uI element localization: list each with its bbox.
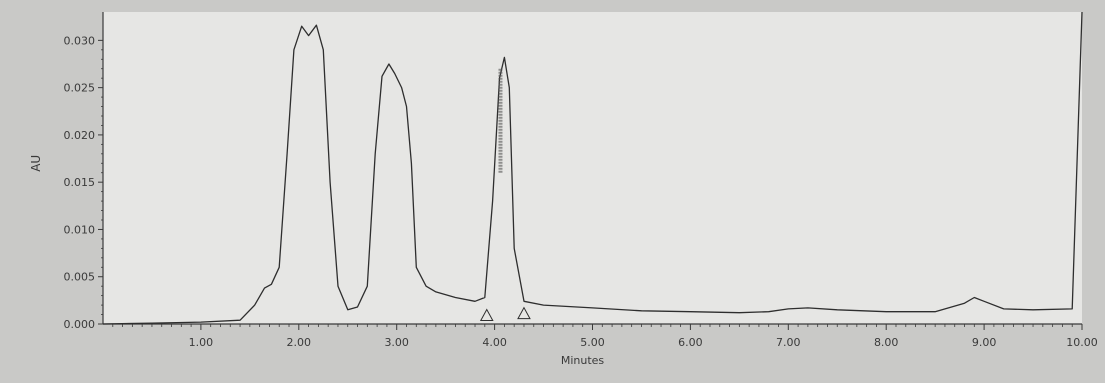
y-tick-label: 0.020 <box>64 129 96 142</box>
x-tick-label: 1.00 <box>189 336 214 349</box>
peak-marker <box>517 306 531 320</box>
plot-area <box>103 12 1082 324</box>
x-tick-label: 7.00 <box>776 336 801 349</box>
x-axis-title: Minutes <box>561 354 605 367</box>
y-axis-title: AU <box>29 155 43 172</box>
x-tick-label: 8.00 <box>874 336 899 349</box>
x-tick-label: 9.00 <box>972 336 997 349</box>
y-tick-label: 0.005 <box>64 271 96 284</box>
y-tick-label: 0.010 <box>64 223 96 236</box>
x-tick-label: 2.00 <box>287 336 312 349</box>
y-tick-label: 0.030 <box>64 34 96 47</box>
y-tick-label: 0.025 <box>64 82 96 95</box>
y-tick-label: 0.000 <box>64 318 96 331</box>
x-tick-label: 6.00 <box>678 336 703 349</box>
x-tick-label: 5.00 <box>580 336 605 349</box>
chromatogram-trace <box>102 11 1083 325</box>
x-tick-label: 10.00 <box>1066 336 1098 349</box>
x-tick-label: 3.00 <box>384 336 409 349</box>
x-tick-label: 4.00 <box>482 336 507 349</box>
peak-marker <box>479 308 494 322</box>
y-tick-label: 0.015 <box>64 176 96 189</box>
